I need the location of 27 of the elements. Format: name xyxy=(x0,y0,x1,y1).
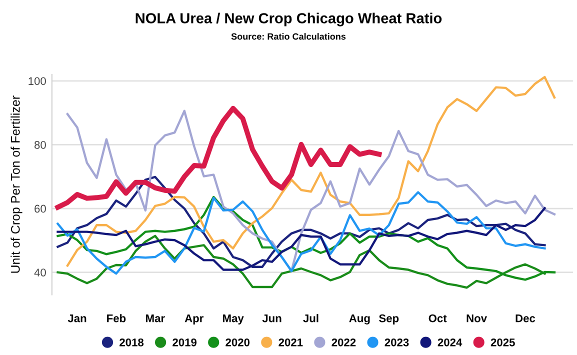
x-tick-label: Nov xyxy=(466,314,487,322)
x-tick-label: Jul xyxy=(303,314,318,322)
legend-label: 2022 xyxy=(332,338,356,346)
y-tick-label: 100 xyxy=(28,77,46,86)
x-tick-label: Feb xyxy=(107,314,126,322)
legend-label: 2024 xyxy=(438,338,462,346)
x-tick-label: Sep xyxy=(379,314,399,324)
x-tick-label: Mar xyxy=(146,314,165,322)
x-tick-label: Aug xyxy=(349,314,370,324)
legend-label: 2021 xyxy=(278,338,303,346)
y-tick-label: 80 xyxy=(34,140,46,149)
y-tick-label: 60 xyxy=(34,204,46,213)
x-tick-label: Oct xyxy=(428,314,447,322)
legend-label: 2025 xyxy=(490,338,515,346)
legend-label: 2020 xyxy=(226,338,250,346)
x-tick-label: Apr xyxy=(184,314,204,324)
legend-label: 2019 xyxy=(172,338,197,346)
chart-title: NOLA Urea / New Crop Chicago Wheat Ratio xyxy=(136,12,442,26)
x-tick-label: May xyxy=(223,314,244,324)
y-tick-label: 40 xyxy=(34,268,46,276)
x-tick-label: Jan xyxy=(68,314,86,322)
legend-label: 2018 xyxy=(120,338,144,346)
chart-subtitle: Source: Ratio Calculations xyxy=(231,33,346,40)
x-tick-label: Dec xyxy=(516,314,536,322)
legend-label: 2023 xyxy=(384,338,409,346)
x-tick-label: Jun xyxy=(262,314,282,322)
y-axis-title: Unit of Crop Per Ton of Fertilizer xyxy=(10,96,22,273)
